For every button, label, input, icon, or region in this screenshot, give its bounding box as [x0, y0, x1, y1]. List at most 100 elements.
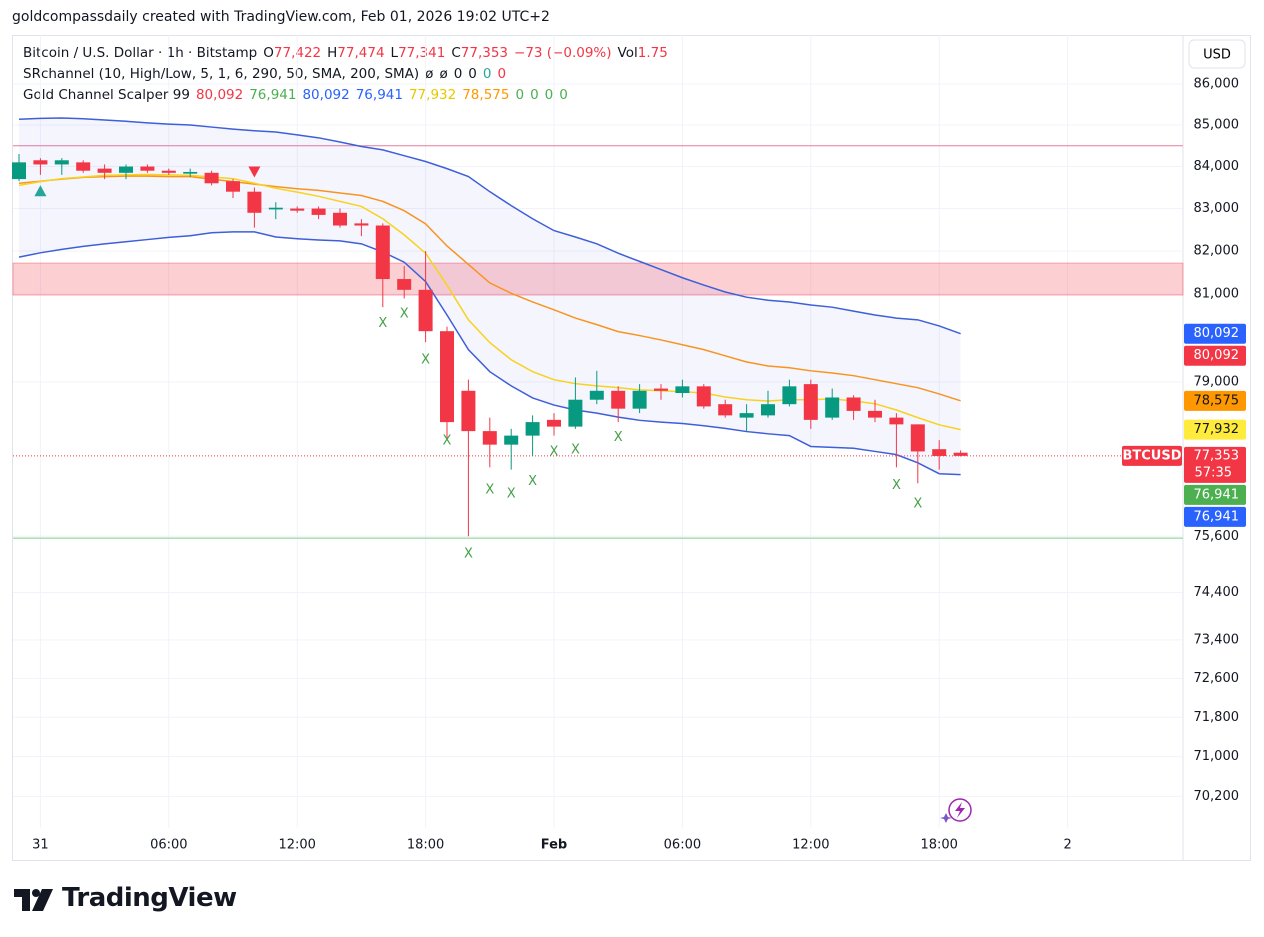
candle-body	[226, 181, 240, 192]
quote-key: L	[390, 45, 399, 61]
sr-zone	[12, 262, 1184, 296]
legend-row: SRchannel (10, High/Low, 5, 1, 6, 290, 5…	[23, 66, 512, 82]
candle-body	[354, 223, 369, 226]
indicator-value: ø	[425, 66, 434, 82]
quote-key: Vol	[617, 45, 638, 61]
candle-body	[161, 170, 176, 173]
quote-value: 77,341	[398, 45, 446, 61]
candle-body	[76, 162, 91, 171]
y-tick-label: 71,800	[1194, 710, 1240, 725]
candle-body	[803, 384, 818, 420]
candle-body	[739, 413, 754, 418]
symbol-tag-label: BTCUSD	[1122, 448, 1181, 463]
candle-body	[632, 390, 647, 409]
price-tag-label: 76,941	[1194, 487, 1240, 502]
price-tag-label: 77,932	[1194, 422, 1240, 437]
legend-row: Bitcoin / U.S. Dollar · 1h · Bitstamp O 77…	[23, 45, 674, 61]
indicator-value: ø	[439, 66, 448, 82]
indicator-value: 0	[497, 66, 507, 82]
indicator-name: SRchannel (10, High/Low, 5, 1, 6, 290, 5…	[23, 66, 420, 82]
signal-x: X	[550, 444, 559, 459]
signal-x: X	[913, 496, 922, 511]
signal-x: X	[892, 478, 901, 493]
candle-body	[33, 160, 48, 165]
quote-key: C	[451, 45, 461, 61]
x-tick-label: 12:00	[278, 838, 315, 853]
signal-x: X	[443, 434, 452, 449]
x-tick-label: 18:00	[920, 838, 957, 853]
candle-body	[375, 225, 390, 280]
legend-row: Gold Channel Scalper 99 80,092 76,941 80,09…	[23, 87, 574, 103]
x-tick-label: Feb	[541, 838, 567, 853]
indicator-value: 0	[468, 66, 477, 82]
quote-item: L77,341	[391, 45, 446, 61]
y-tick-label: 84,000	[1194, 159, 1240, 174]
x-tick-label: 2	[1063, 838, 1071, 853]
y-tick-label: 81,000	[1194, 287, 1240, 302]
x-tick-label: 31	[32, 838, 49, 853]
header: goldcompassdaily created with TradingVie…	[12, 9, 550, 25]
y-tick-label: 79,000	[1194, 374, 1240, 389]
currency-button[interactable]	[1188, 39, 1246, 69]
candle-body	[333, 212, 347, 226]
candle-body	[290, 208, 305, 211]
signal-x: X	[507, 486, 516, 501]
quote-key: O	[263, 45, 274, 61]
candle-body	[825, 397, 840, 418]
quote-value: 77,474	[337, 45, 385, 61]
signal-x: X	[400, 307, 409, 322]
indicator-value: 0	[515, 87, 525, 103]
indicator-value: 77,932	[408, 87, 457, 103]
candle-body	[889, 417, 904, 425]
x-tick-label: 06:00	[150, 838, 187, 853]
quote-item: Vol1.75	[618, 45, 668, 61]
currency: USD	[1203, 48, 1231, 63]
candle-body	[761, 404, 775, 416]
y-tick-label: 75,600	[1194, 529, 1240, 544]
candle-body	[183, 171, 198, 174]
candle-body	[547, 419, 561, 427]
lightning-icon	[940, 798, 972, 823]
price-tag	[1184, 506, 1246, 527]
candle-body	[611, 390, 626, 409]
price-tag-label: 76,941	[1194, 509, 1240, 524]
indicator-line	[18, 231, 961, 476]
price-tag-label: 80,092	[1194, 348, 1240, 363]
y-tick-label: 74,400	[1194, 585, 1240, 600]
frame	[12, 35, 1251, 861]
signal-x: X	[528, 474, 537, 489]
candle-body	[482, 431, 497, 445]
y-tick-label: 72,600	[1194, 671, 1240, 686]
candle-body	[204, 172, 219, 184]
indicator-value: 0	[530, 87, 539, 103]
candle-body	[140, 166, 155, 171]
price-tag	[1184, 323, 1246, 344]
quote-item: C77,353	[451, 45, 508, 61]
signal-x: X	[485, 483, 494, 498]
price-tag	[1184, 390, 1246, 411]
logo	[14, 889, 53, 911]
price-tag	[1184, 419, 1246, 440]
quote-item: H77,474	[327, 45, 384, 61]
y-tick-label: 86,000	[1194, 76, 1240, 91]
candle-body	[54, 160, 69, 165]
indicator-value: 0	[544, 87, 554, 103]
quote-item: −73 (−0.09%)	[514, 45, 612, 61]
candle-body	[932, 449, 947, 456]
candle-body	[97, 168, 112, 173]
price-tag-label: 77,353	[1194, 448, 1240, 463]
candle-body	[718, 404, 733, 416]
candle-body	[953, 452, 968, 456]
candle-body	[461, 390, 476, 432]
signal-x: X	[464, 546, 473, 561]
y-tick-label: 83,000	[1194, 201, 1240, 216]
indicator-value: 0	[453, 66, 463, 82]
symbol: Bitcoin / U.S. Dollar · 1h · Bitstamp	[23, 45, 258, 61]
candle-body	[418, 289, 433, 332]
indicator-value: 78,575	[462, 87, 510, 103]
symbol-tag	[1122, 445, 1182, 466]
candle-body	[12, 162, 26, 180]
indicator-value: 76,941	[355, 87, 403, 103]
